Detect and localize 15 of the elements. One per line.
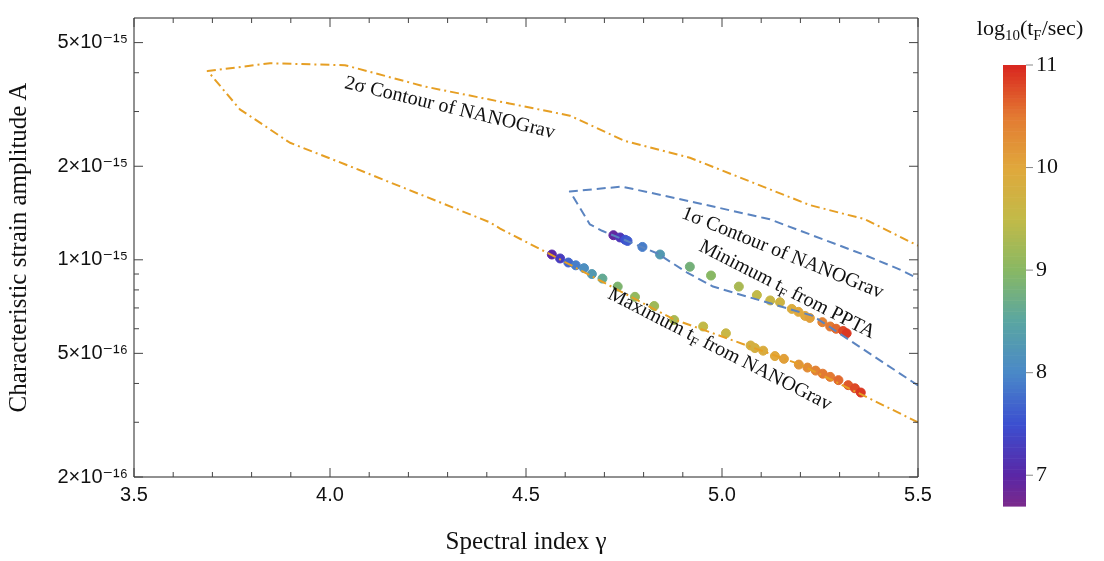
x-axis-title: Spectral index γ bbox=[445, 526, 607, 554]
color-bar-label: 10 bbox=[1036, 153, 1058, 179]
y-tick-label: 5×10⁻¹⁶ bbox=[57, 340, 128, 363]
color-bar-label: 8 bbox=[1036, 358, 1047, 384]
color-bar-label: 11 bbox=[1036, 50, 1058, 76]
color-bar-label: 7 bbox=[1036, 461, 1047, 487]
x-tick-label: 4.0 bbox=[316, 482, 344, 505]
y-tick-label: 2×10⁻¹⁵ bbox=[57, 153, 128, 176]
y-tick-label: 5×10⁻¹⁵ bbox=[57, 30, 128, 53]
y-axis-title: Characteristic strain amplitude A bbox=[3, 82, 31, 413]
x-tick-label: 5.0 bbox=[708, 482, 736, 505]
y-tick-label: 1×10⁻¹⁵ bbox=[57, 247, 128, 270]
color-bar-label: 9 bbox=[1036, 255, 1047, 281]
x-tick-label: 5.5 bbox=[904, 482, 932, 505]
x-tick-label: 4.5 bbox=[512, 482, 540, 505]
